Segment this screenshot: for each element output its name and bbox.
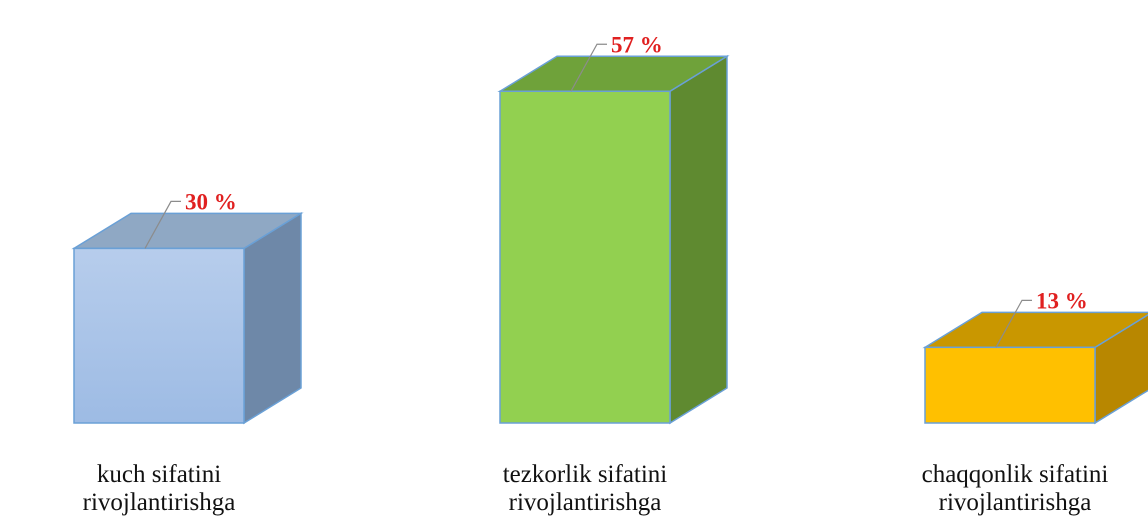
category-label-2-0: chaqqonlik sifatini [922,461,1109,488]
leader-line-0 [144,200,181,249]
bar-0 [73,247,245,424]
data-label-2: 13 % [1036,288,1088,313]
leader-line-2 [995,299,1032,348]
bar-side-1 [669,54,728,425]
bar-1 [499,90,671,424]
category-label-2-1: rivojlantirishga [939,489,1092,516]
bar-side-0 [243,212,302,425]
data-label-0: 30 % [185,189,237,214]
data-label-1: 57 % [611,32,663,57]
category-label-1-1: rivojlantirishga [509,489,662,516]
category-label-0-1: rivojlantirishga [83,489,236,516]
category-label-0-0: kuch sifatini [97,461,221,488]
category-label-1-0: tezkorlik sifatini [503,461,668,488]
leader-line-1 [570,43,607,92]
bar-2 [924,346,1096,424]
